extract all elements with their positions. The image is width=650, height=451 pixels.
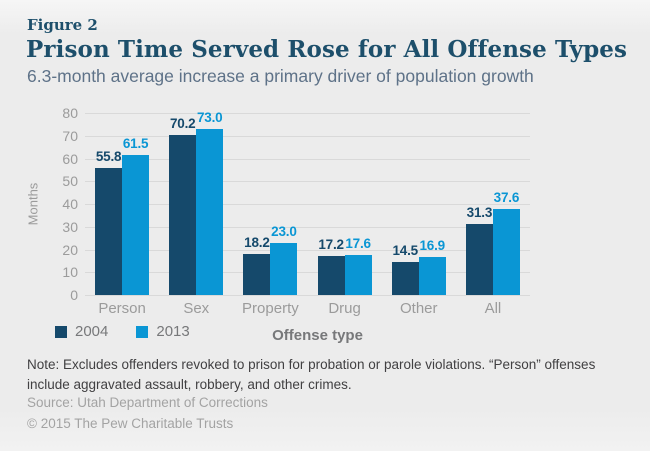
- bar-value-label: 61.5: [122, 136, 149, 151]
- y-axis-tick-label: 70: [62, 127, 78, 144]
- source-text: Source: Utah Department of Corrections: [27, 395, 268, 410]
- bar-2013-other: [418, 257, 446, 295]
- gridline: [85, 158, 530, 160]
- gridline: [85, 181, 530, 183]
- y-axis-tick-label: 30: [62, 218, 78, 235]
- gridline: [85, 113, 530, 114]
- gridline: [85, 272, 530, 274]
- chart-legend: 2004 2013: [55, 323, 190, 340]
- legend-item-2004: 2004: [55, 323, 108, 340]
- y-axis-tick-label: 40: [62, 196, 78, 212]
- bar-2004-sex: [169, 135, 197, 295]
- bar-2013-property: [270, 243, 298, 295]
- bar-2004-property: [243, 254, 271, 295]
- gridline: [85, 226, 530, 228]
- bar-2013-drug: [344, 255, 372, 295]
- bar-value-label: 14.5: [392, 243, 419, 258]
- bar-value-label: 31.3: [466, 205, 493, 220]
- bar-2004-drug: [317, 256, 345, 295]
- gridline: [85, 204, 530, 205]
- legend-item-2013: 2013: [136, 323, 190, 340]
- note-text: Note: Excludes offenders revoked to pris…: [27, 357, 596, 392]
- legend-swatch: [55, 325, 67, 338]
- bar-value-label: 70.2: [170, 116, 196, 131]
- bar-value-label: 17.6: [345, 236, 371, 251]
- gridline: [85, 295, 530, 296]
- x-axis-category-label: Drug: [328, 300, 361, 317]
- bar-value-label: 55.8: [95, 149, 122, 164]
- bar-2013-sex: [196, 129, 224, 295]
- x-axis-category-label: All: [484, 300, 502, 317]
- page-title: Prison Time Served Rose for All Offense …: [26, 36, 628, 63]
- bar-value-label: 16.9: [419, 238, 446, 253]
- gridline: [85, 249, 530, 251]
- bar-value-label: 37.6: [493, 190, 520, 205]
- x-axis-category-label: Sex: [183, 300, 210, 317]
- y-axis-tick-label: 60: [62, 150, 78, 167]
- bar-value-label: 17.2: [318, 237, 344, 252]
- bar-2004-all: [465, 224, 493, 295]
- legend-label: 2004: [75, 323, 109, 340]
- y-axis-tick-label: 80: [62, 105, 78, 121]
- bar-value-label: 18.2: [244, 235, 270, 250]
- x-axis-category-label: Property: [242, 300, 299, 317]
- copyright-text: © 2015 The Pew Charitable Trusts: [27, 416, 234, 431]
- bar-2004-person: [95, 168, 123, 295]
- gridline: [85, 135, 530, 137]
- x-axis-category-label: Person: [98, 300, 146, 317]
- bar-value-label: 73.0: [197, 110, 223, 125]
- figure-label: Figure 2: [27, 16, 98, 34]
- legend-label: 2013: [156, 323, 190, 340]
- y-axis-tick-label: 50: [62, 173, 78, 190]
- bar-2004-other: [391, 262, 419, 295]
- x-axis-category-label: Other: [399, 300, 438, 317]
- y-axis-title: Months: [25, 182, 41, 226]
- y-axis-tick-label: 20: [62, 241, 78, 258]
- y-axis-tick-label: 0: [70, 287, 78, 303]
- bar-value-label: 23.0: [271, 224, 297, 239]
- page-subtitle: 6.3-month average increase a primary dri…: [27, 66, 534, 86]
- bar-2013-all: [492, 209, 520, 295]
- legend-swatch: [136, 325, 149, 338]
- y-axis-tick-label: 10: [62, 264, 78, 281]
- bar-2013-person: [122, 155, 150, 295]
- x-axis-title: Offense type: [272, 327, 363, 344]
